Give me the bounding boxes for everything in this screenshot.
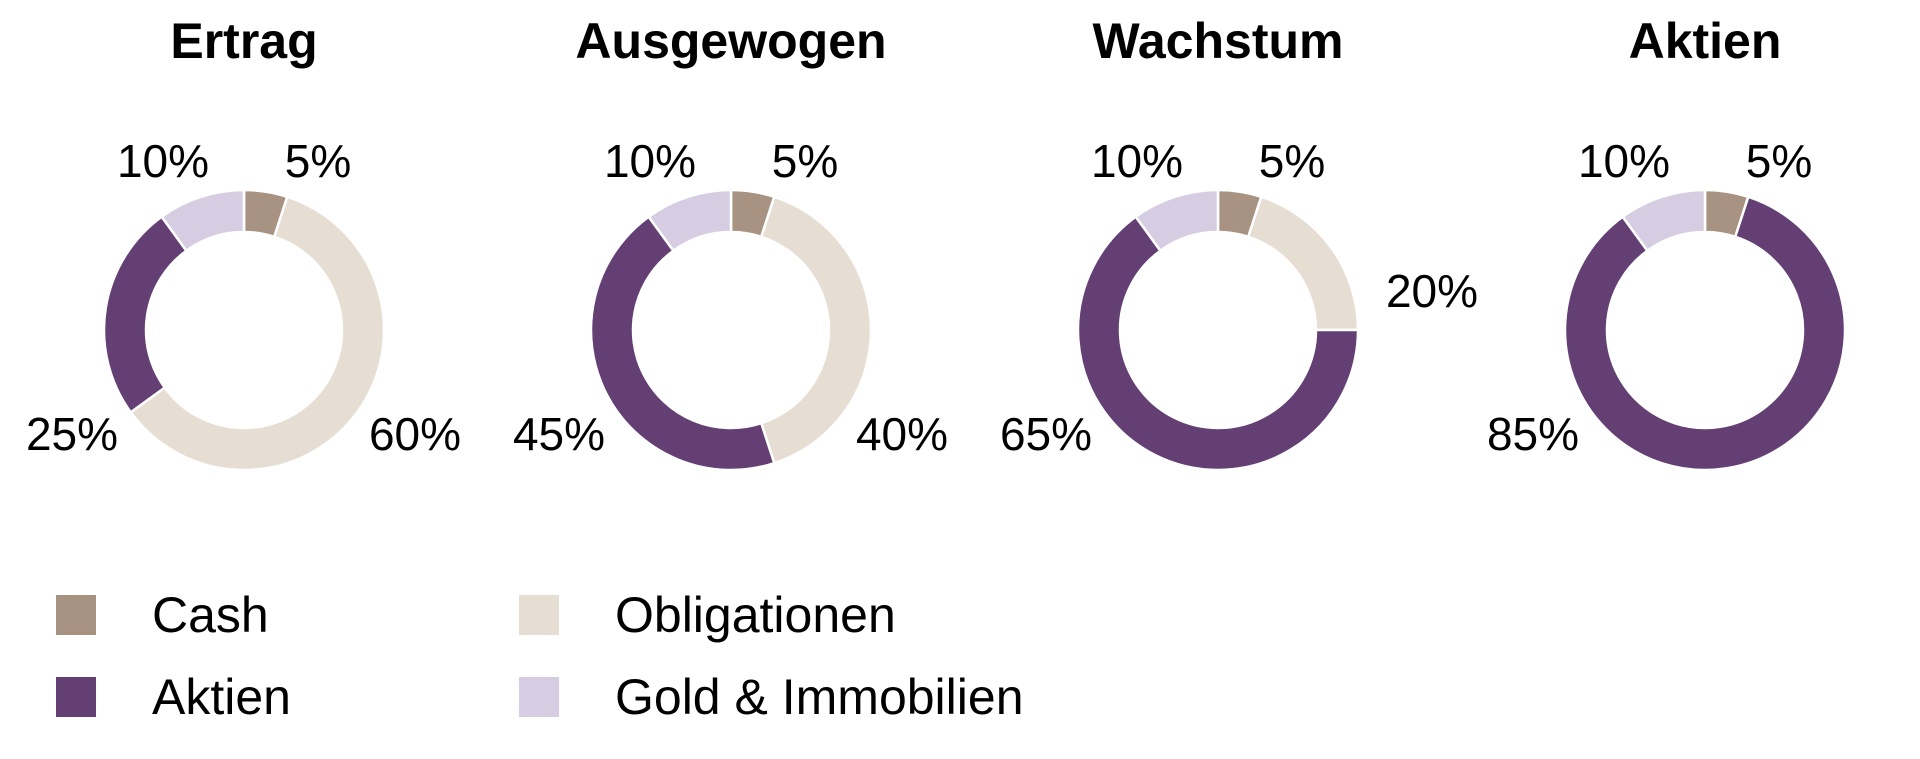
chart-title: Ausgewogen xyxy=(575,13,886,69)
slice-obligationen xyxy=(759,195,873,465)
data-label-cash: 5% xyxy=(1259,135,1325,187)
legend-label: Obligationen xyxy=(615,587,896,643)
legend-label: Gold & Immobilien xyxy=(615,669,1024,725)
data-label-gold-and-immobilien: 10% xyxy=(1091,135,1183,187)
slice-gold-and-immobilien xyxy=(1620,188,1707,253)
slice-aktien xyxy=(102,214,189,415)
data-label-cash: 5% xyxy=(285,135,351,187)
data-label-obligationen: 20% xyxy=(1386,265,1478,317)
chart-title: Aktien xyxy=(1629,13,1782,69)
legend: Cash Aktien Obligationen Gold & Immobilien xyxy=(56,587,1024,725)
data-label-aktien: 45% xyxy=(513,408,605,460)
legend-item-gold-and-immobilien: Gold & Immobilien xyxy=(519,669,1024,725)
data-label-aktien: 25% xyxy=(26,408,118,460)
data-label-cash: 5% xyxy=(772,135,838,187)
legend-swatch xyxy=(56,595,96,635)
legend-label: Aktien xyxy=(152,669,291,725)
slice-gold-and-immobilien xyxy=(1133,188,1220,253)
data-label-aktien: 65% xyxy=(1000,408,1092,460)
data-label-aktien: 85% xyxy=(1487,408,1579,460)
slice-gold-and-immobilien xyxy=(159,188,246,253)
legend-swatch xyxy=(56,677,96,717)
data-label-gold-and-immobilien: 10% xyxy=(604,135,696,187)
slice-gold-and-immobilien xyxy=(646,188,733,253)
legend-swatch xyxy=(519,595,559,635)
legend-item-obligationen: Obligationen xyxy=(519,587,896,643)
data-label-obligationen: 60% xyxy=(369,408,461,460)
legend-item-aktien: Aktien xyxy=(56,669,291,725)
slice-obligationen xyxy=(1246,195,1360,332)
donut-chart-ausgewogen: Ausgewogen 5% 40% 45% 10% xyxy=(513,13,948,472)
data-label-gold-and-immobilien: 10% xyxy=(1578,135,1670,187)
data-label-gold-and-immobilien: 10% xyxy=(117,135,209,187)
chart-title: Ertrag xyxy=(170,13,317,69)
data-label-obligationen: 40% xyxy=(856,408,948,460)
slice-aktien xyxy=(1563,195,1847,472)
legend-item-cash: Cash xyxy=(56,587,269,643)
slice-obligationen xyxy=(128,195,386,472)
slice-aktien xyxy=(589,214,776,472)
donut-chart-ertrag: Ertrag 5% 60% 25% 10% xyxy=(26,13,461,472)
legend-label: Cash xyxy=(152,587,269,643)
slice-aktien xyxy=(1076,214,1360,472)
donut-chart-aktien: Aktien 5% 85% 10% xyxy=(1487,13,1847,472)
donut-chart-wachstum: Wachstum 5% 20% 65% 10% xyxy=(1000,13,1478,472)
legend-swatch xyxy=(519,677,559,717)
data-label-cash: 5% xyxy=(1746,135,1812,187)
chart-title: Wachstum xyxy=(1093,13,1344,69)
